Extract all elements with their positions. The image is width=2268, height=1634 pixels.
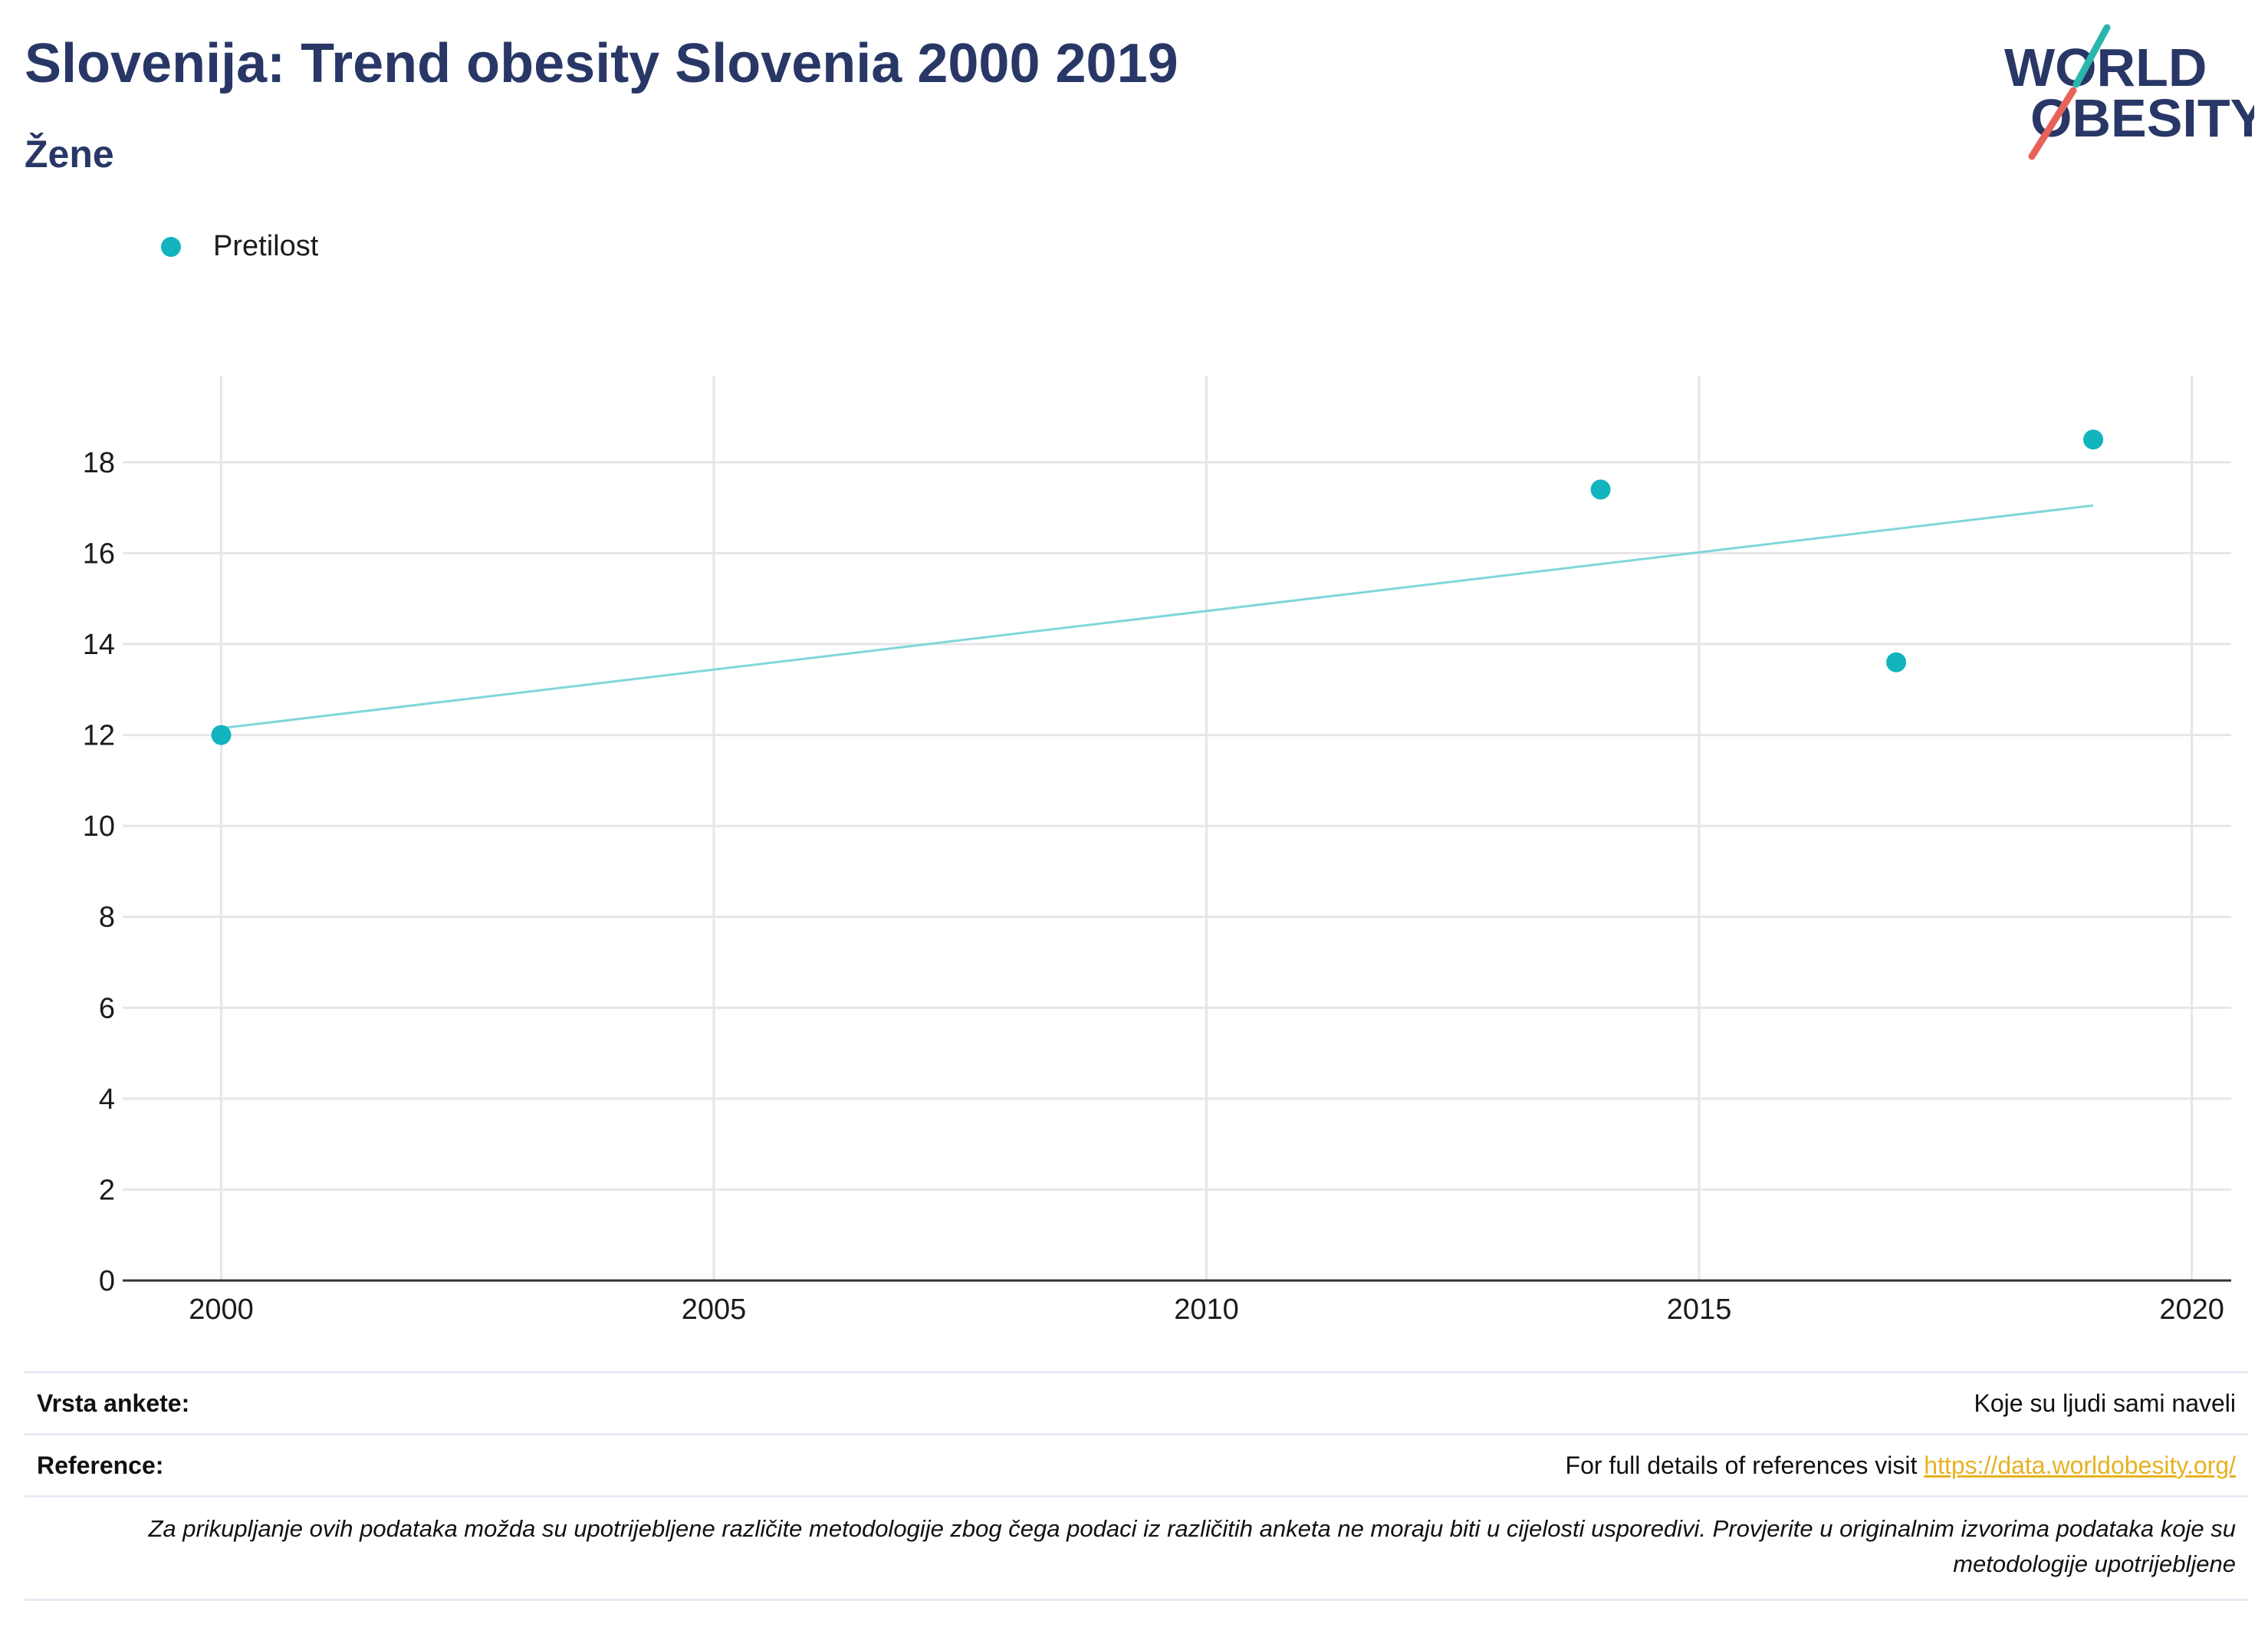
y-tick-label: 2 xyxy=(99,1174,115,1206)
footer: Vrsta ankete: Koje su ljudi sami naveli … xyxy=(25,1371,2248,1601)
data-point xyxy=(1590,479,1611,500)
data-point xyxy=(211,725,232,745)
survey-type-value: Koje su ljudi sami naveli xyxy=(1974,1389,2237,1417)
legend-marker xyxy=(161,236,181,257)
references-label: Reference: xyxy=(37,1451,164,1479)
chart-subtitle: Žene xyxy=(25,133,114,176)
survey-type-row: Vrsta ankete: Koje su ljudi sami naveli xyxy=(25,1371,2248,1433)
x-tick-label: 2005 xyxy=(682,1294,747,1326)
data-points xyxy=(211,429,2104,745)
references-text: For full details of references visit xyxy=(1565,1451,1925,1479)
logo-slash-red xyxy=(2028,87,2077,160)
x-tick-label: 2000 xyxy=(189,1294,254,1326)
logo-slash-teal xyxy=(2072,24,2111,88)
legend[interactable]: Pretilost xyxy=(161,230,318,263)
y-tick-label: 18 xyxy=(83,447,115,479)
data-point xyxy=(2083,429,2104,450)
references-link[interactable]: https://data.worldobesity.org/ xyxy=(1924,1451,2236,1479)
x-tick-label: 2010 xyxy=(1174,1294,1239,1326)
x-axis-ticks: 2000 2005 2010 2015 2020 xyxy=(189,1294,2224,1326)
y-tick-label: 0 xyxy=(99,1265,115,1297)
grid-lines xyxy=(123,376,2231,1281)
methodology-note: Za prikupljanje ovih podataka možda su u… xyxy=(25,1495,2248,1601)
y-tick-label: 4 xyxy=(99,1083,115,1116)
data-point xyxy=(1886,652,1907,672)
survey-type-label: Vrsta ankete: xyxy=(37,1389,190,1417)
chart-title: Slovenija: Trend obesity Slovenia 2000 2… xyxy=(25,33,1178,94)
y-axis-ticks: 0 2 4 6 8 10 12 14 16 18 xyxy=(83,447,115,1297)
y-tick-label: 6 xyxy=(99,992,115,1024)
x-tick-label: 2015 xyxy=(1667,1294,1732,1326)
references-row: Reference: For full details of reference… xyxy=(25,1433,2248,1495)
y-tick-label: 14 xyxy=(83,629,115,661)
y-tick-label: 8 xyxy=(99,902,115,934)
references-value: For full details of references visit htt… xyxy=(1566,1452,2236,1480)
world-obesity-logo: WORLD OBESITY xyxy=(2004,24,2254,160)
scatter-chart: 0 2 4 6 8 10 12 14 16 18 2000 2005 2010 2015 2020 xyxy=(83,376,2231,1326)
logo-word-world: WORLD xyxy=(2004,38,2207,97)
logo-word-obesity: OBESITY xyxy=(2030,88,2254,148)
y-tick-label: 10 xyxy=(83,810,115,843)
y-tick-label: 16 xyxy=(83,538,115,570)
x-tick-label: 2020 xyxy=(2159,1294,2224,1326)
y-tick-label: 12 xyxy=(83,720,115,752)
trend-line xyxy=(221,504,2094,730)
legend-label: Pretilost xyxy=(213,230,319,262)
